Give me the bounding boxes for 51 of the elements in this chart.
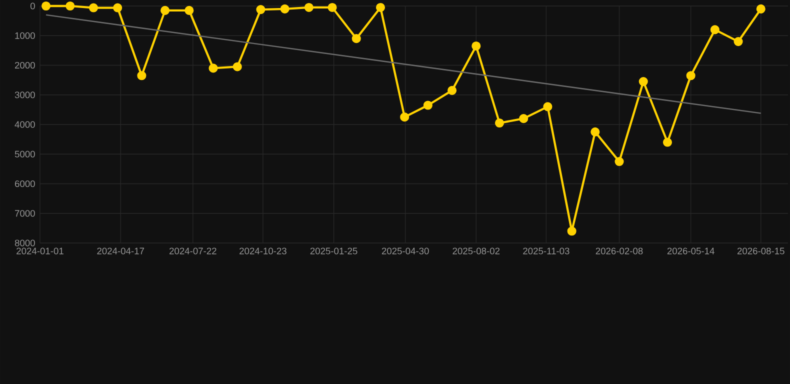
point (232, 62, 242, 72)
point (662, 138, 672, 147)
point (184, 6, 194, 15)
x-tick-label: 2026-05-14 (667, 248, 714, 254)
point (519, 114, 528, 124)
point (638, 77, 648, 86)
point (256, 5, 266, 14)
x-tick-label: 2025-04-30 (382, 248, 429, 254)
y-tick-label: 4000 (14, 121, 35, 128)
point (352, 34, 361, 44)
y-tick-label: 1000 (15, 32, 35, 39)
y-tick-label: 7000 (15, 210, 35, 217)
x-tick-label: 2024-10-23 (240, 248, 286, 254)
x-tick-label: 2024-04-17 (97, 248, 144, 254)
y-tick-label: 6000 (15, 180, 35, 188)
point (400, 112, 410, 122)
point (494, 118, 504, 128)
point (734, 37, 743, 46)
point (88, 3, 98, 12)
point (160, 6, 170, 15)
point (423, 100, 432, 110)
y-tick-label: 8000 (14, 240, 35, 246)
point (448, 86, 457, 95)
point (304, 2, 314, 12)
point (328, 2, 337, 12)
point (590, 127, 600, 136)
x-tick-label: 2026-08-15 (737, 248, 784, 254)
y-tick-label: 3000 (14, 92, 35, 98)
point (208, 64, 218, 73)
point (686, 71, 696, 80)
point (137, 71, 146, 80)
x-tick-label: 2025-08-02 (452, 248, 500, 254)
point (41, 1, 51, 11)
point (66, 1, 75, 11)
point (567, 226, 576, 236)
point (280, 4, 290, 14)
point (543, 102, 552, 112)
y-tick-label: 0 (30, 2, 35, 10)
y-tick-label: 5000 (14, 150, 35, 158)
point (710, 25, 720, 34)
point (376, 2, 386, 12)
x-tick-label: 2024-07-22 (170, 248, 216, 254)
point (113, 3, 122, 12)
point (756, 4, 766, 14)
point (472, 41, 481, 51)
x-tick-label: 2026-02-08 (596, 248, 643, 254)
point (614, 156, 624, 166)
y-tick-label: 2000 (14, 62, 35, 69)
x-tick-label: 2025-01-25 (310, 248, 358, 254)
x-tick-label: 2024-01-01 (16, 248, 64, 254)
x-tick-label: 2025-11-03 (523, 248, 570, 254)
